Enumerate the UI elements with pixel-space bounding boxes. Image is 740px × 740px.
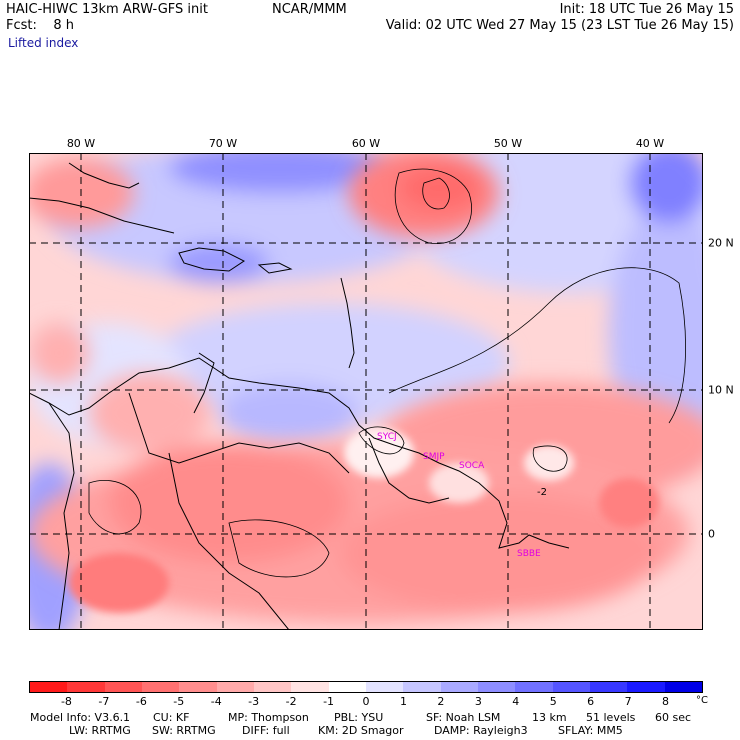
lifted-index-contours	[88, 168, 686, 578]
colorbar-tick-label: 3	[474, 695, 482, 708]
info-diff: DIFF: full	[242, 724, 290, 737]
colorbar-swatch	[627, 682, 665, 692]
colorbar-swatch	[328, 682, 366, 692]
colorbar-unit: °C	[696, 695, 708, 706]
colorbar-swatch	[291, 682, 329, 692]
colorbar-swatch	[67, 682, 105, 692]
colorbar-tick-label: -4	[210, 695, 222, 708]
colorbar-tick-label: -5	[173, 695, 185, 708]
lat-label: 20 N	[708, 236, 734, 250]
station-label: SOCA	[459, 461, 485, 471]
colorbar-swatch	[216, 682, 254, 692]
station-label: SBBE	[517, 549, 541, 559]
contour-label: -2	[537, 487, 547, 498]
colorbar-swatch	[440, 682, 478, 692]
colorbar-tick-label: -6	[135, 695, 147, 708]
lifted-index-map: -2	[29, 153, 703, 630]
info-res: 13 km	[532, 711, 567, 724]
colorbar-tick-label: 5	[549, 695, 557, 708]
info-sf: SF: Noah LSM	[426, 711, 501, 724]
colorbar-tick-label: 7	[624, 695, 632, 708]
info-sw: SW: RRTMG	[152, 724, 216, 737]
info-sflay: SFLAY: MM5	[558, 724, 623, 737]
colorbar-swatch	[403, 682, 441, 692]
lat-label: 10 N	[708, 383, 734, 397]
forecast-hour: Fcst: 8 h	[6, 18, 75, 33]
colorbar-tick-label: -7	[98, 695, 110, 708]
lat-label: 0	[708, 527, 715, 541]
colorbar-swatch	[515, 682, 553, 692]
colorbar-swatch	[141, 682, 180, 692]
model-title: HAIC-HIWC 13km ARW-GFS init	[6, 2, 208, 17]
colorbar-tick-label: 2	[437, 695, 445, 708]
info-damp: DAMP: Rayleigh3	[434, 724, 528, 737]
colorbar	[29, 681, 703, 693]
colorbar-swatch	[253, 682, 292, 692]
valid-time: Valid: 02 UTC Wed 27 May 15 (23 LST Tue …	[385, 18, 734, 33]
info-cu: CU: KF	[153, 711, 190, 724]
colorbar-tick-label: -3	[248, 695, 260, 708]
info-pbl: PBL: YSU	[334, 711, 384, 724]
colorbar-swatch	[30, 682, 68, 692]
init-time: Init: 18 UTC Tue 26 May 15	[559, 2, 734, 17]
colorbar-tick-label: 4	[512, 695, 520, 708]
colorbar-swatch	[179, 682, 217, 692]
colorbar-swatch	[477, 682, 516, 692]
info-timestep: 60 sec	[655, 711, 692, 724]
colorbar-tick-label: -2	[285, 695, 297, 708]
info-km: KM: 2D Smagor	[318, 724, 404, 737]
station-label: SYCJ	[377, 432, 397, 442]
colorbar-tick-label: -8	[60, 695, 72, 708]
colorbar-tick-label: 0	[362, 695, 370, 708]
org-label: NCAR/MMM	[272, 2, 347, 17]
colorbar-swatch	[365, 682, 404, 692]
field-name: Lifted index	[8, 36, 79, 50]
colorbar-tick-label: 6	[587, 695, 595, 708]
colorbar-swatch	[589, 682, 628, 692]
coastlines	[29, 162, 570, 630]
station-label: SMJP	[423, 452, 445, 462]
lon-label: 40 W	[635, 137, 665, 150]
info-model: Model Info: V3.6.1	[30, 711, 131, 724]
info-lw: LW: RRTMG	[69, 724, 131, 737]
colorbar-tick-label: 8	[662, 695, 670, 708]
lon-label: 60 W	[351, 137, 381, 150]
lat-lon-grid	[29, 153, 703, 630]
colorbar-tick-label: -1	[323, 695, 335, 708]
lon-label: 70 W	[208, 137, 238, 150]
colorbar-swatch	[552, 682, 590, 692]
lon-label: 80 W	[66, 137, 96, 150]
colorbar-tick-label: 1	[399, 695, 407, 708]
colorbar-swatch	[664, 682, 702, 692]
lon-label: 50 W	[493, 137, 523, 150]
info-levels: 51 levels	[586, 711, 636, 724]
colorbar-swatch	[104, 682, 142, 692]
info-mp: MP: Thompson	[228, 711, 309, 724]
